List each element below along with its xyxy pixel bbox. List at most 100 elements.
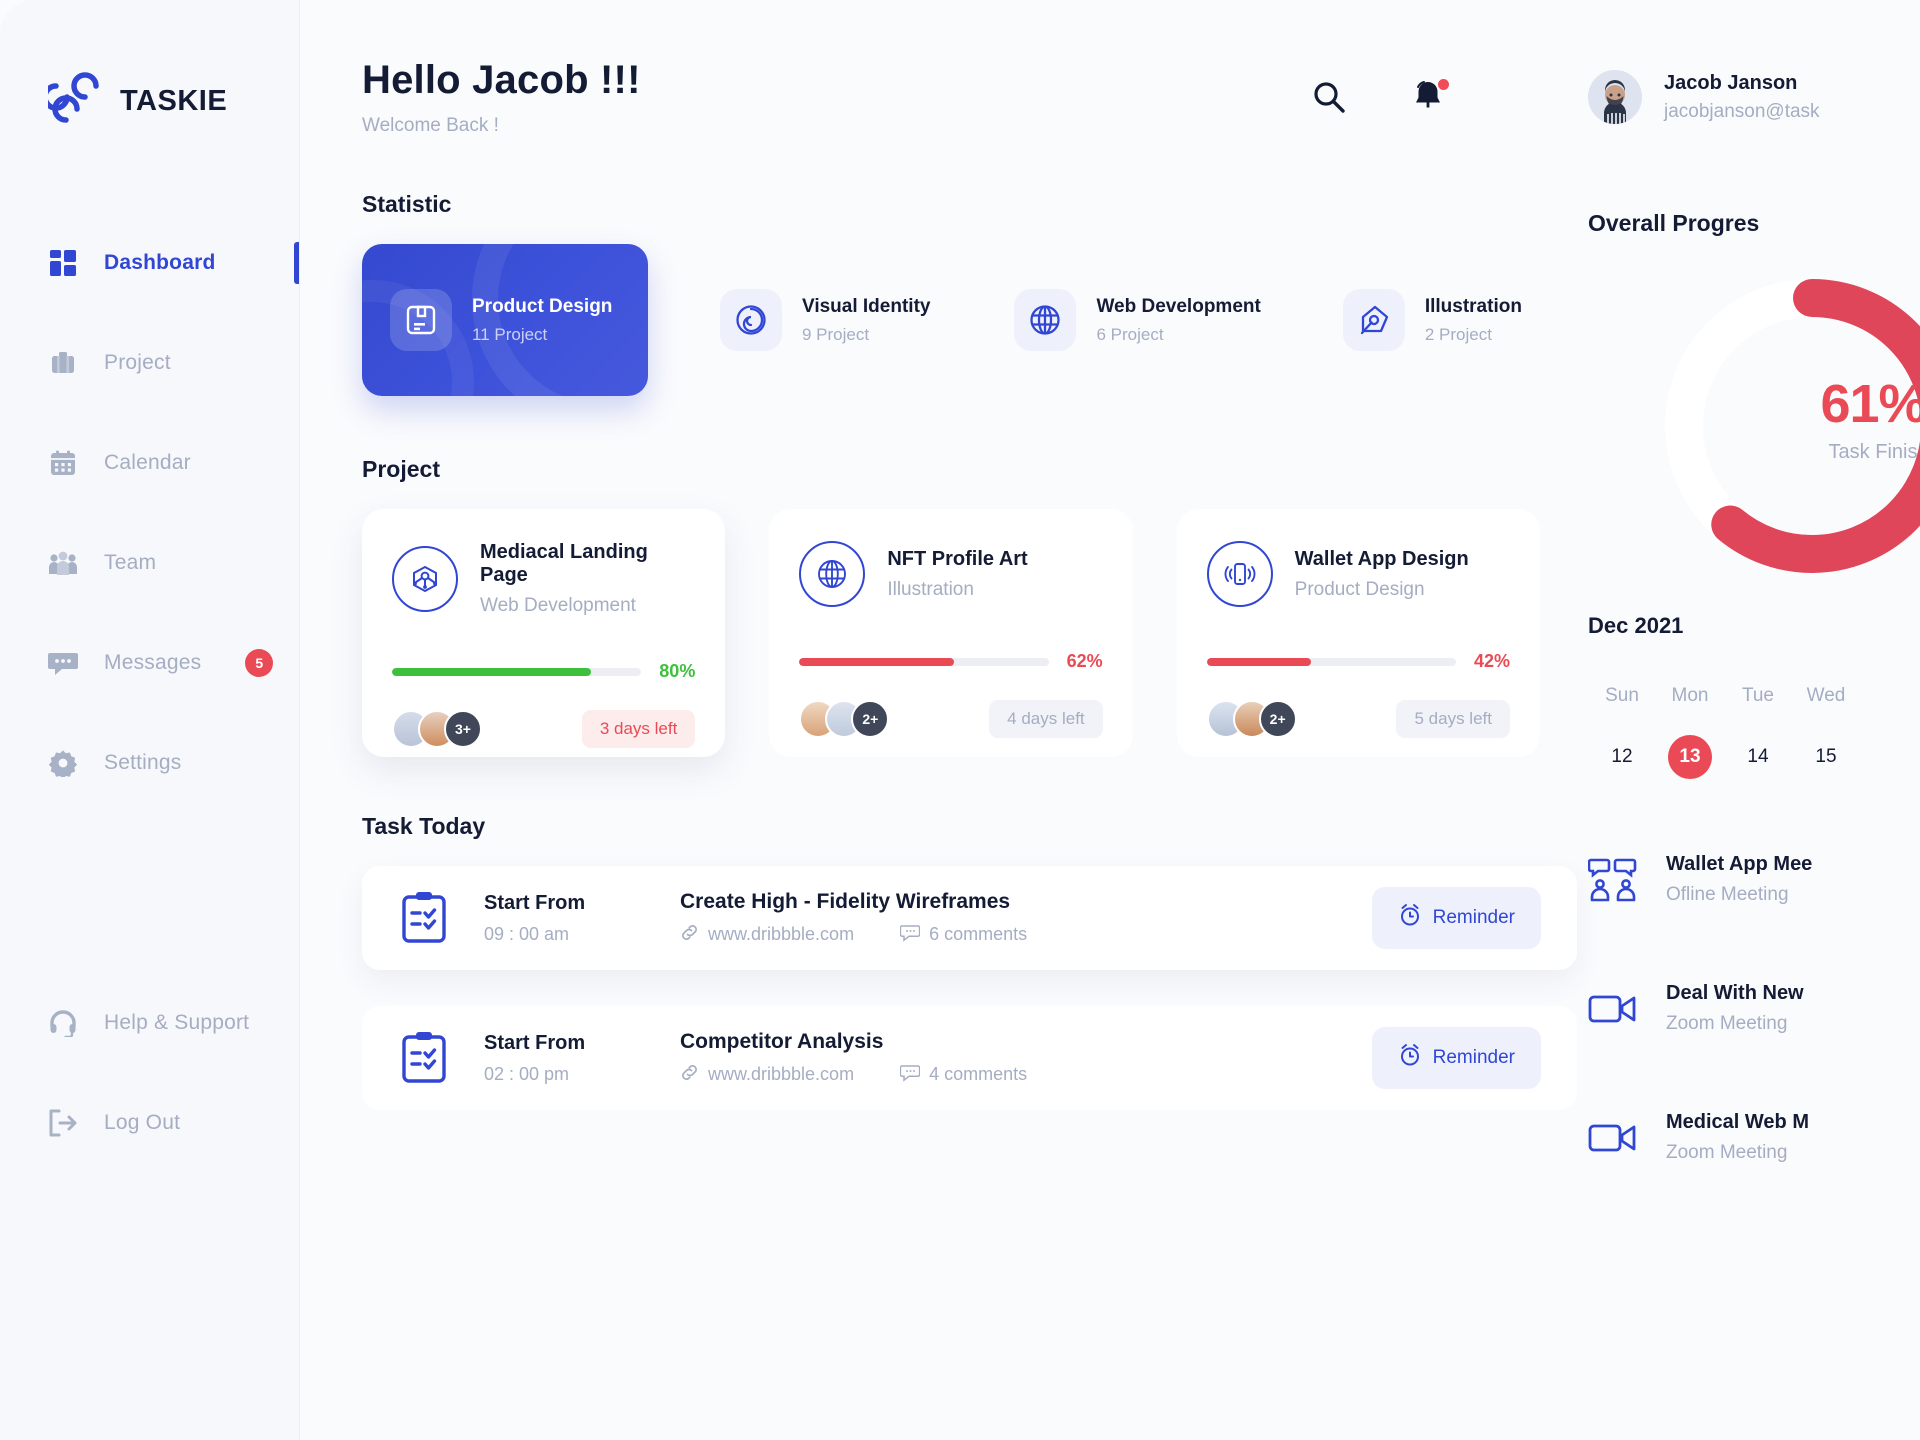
user-profile[interactable]: Jacob Janson jacobjanson@task <box>1588 70 1920 124</box>
greeting-block: Hello Jacob !!! Welcome Back ! <box>362 58 641 137</box>
project-header: NFT Profile Art Illustration <box>799 541 1102 607</box>
user-email: jacobjanson@task <box>1664 100 1820 122</box>
stat-card-web-development[interactable]: Web Development 6 Project <box>1014 289 1261 351</box>
sidebar-item-project[interactable]: Project <box>0 334 299 392</box>
calendar-month: Dec 2021 <box>1588 613 1684 638</box>
calendar-week: Sun 12 Mon 13 Tue 14 Wed 15 <box>1588 685 1920 779</box>
reminder-label: Reminder <box>1432 907 1515 928</box>
task-start-col: Start From 09 : 00 am <box>484 892 680 945</box>
meeting-item[interactable]: Medical Web M Zoom Meeting <box>1588 1111 1920 1164</box>
reminder-label: Reminder <box>1432 1047 1515 1068</box>
task-comments[interactable]: 6 comments <box>899 923 1027 947</box>
progress-row: 42% <box>1206 651 1510 672</box>
calendar-day-cell[interactable]: Sun 12 <box>1588 685 1656 779</box>
sidebar-item-settings[interactable]: Settings <box>0 734 299 792</box>
comment-icon <box>899 923 921 947</box>
bell-icon[interactable] <box>1412 79 1449 116</box>
calendar-day-cell[interactable]: Mon 13 <box>1656 685 1724 779</box>
progress-row: 80% <box>392 661 695 682</box>
task-detail-col: Competitor Analysis www.dribbble.com <box>680 1030 1372 1087</box>
task-comments[interactable]: 4 comments <box>899 1063 1027 1087</box>
active-indicator <box>294 242 299 284</box>
sidebar-item-label: Help & Support <box>104 1011 250 1034</box>
calendar-dow: Sun <box>1605 685 1639 706</box>
task-link[interactable]: www.dribbble.com <box>680 1063 854 1087</box>
stat-text: Web Development 6 Project <box>1096 296 1260 345</box>
sidebar-item-messages[interactable]: Messages 5 <box>0 634 299 692</box>
avatar-more: 2+ <box>1258 700 1297 738</box>
sidebar-item-team[interactable]: Team <box>0 534 299 592</box>
logo[interactable]: TASKIE <box>0 0 299 130</box>
project-card[interactable]: Wallet App Design Product Design 42% 2+ <box>1176 509 1540 757</box>
stat-card-visual-identity[interactable]: Visual Identity 9 Project <box>720 289 930 351</box>
clipboard-check-icon <box>400 1031 448 1085</box>
search-icon[interactable] <box>1312 80 1346 116</box>
task-title: Competitor Analysis <box>680 1029 884 1053</box>
project-category: Web Development <box>480 595 636 616</box>
right-panel: Jacob Janson jacobjanson@task Overall Pr… <box>1540 0 1920 1440</box>
reminder-button[interactable]: Reminder <box>1371 1027 1541 1089</box>
meeting-name: Medical Web M <box>1666 1111 1809 1133</box>
meeting-text: Wallet App Mee Ofline Meeting <box>1666 853 1812 906</box>
progress-track <box>1206 657 1456 666</box>
avatar-group[interactable]: 2+ <box>799 700 890 738</box>
project-card[interactable]: Mediacal Landing Page Web Development 80… <box>362 509 726 757</box>
project-header: Mediacal Landing Page Web Development <box>392 541 695 617</box>
sidebar-item-label: Team <box>104 551 157 574</box>
progress-percent: 62% <box>1066 651 1103 671</box>
task-title: Create High - Fidelity Wireframes <box>680 889 1011 913</box>
meeting-type: Zoom Meeting <box>1666 1142 1788 1163</box>
avatar-group[interactable]: 2+ <box>1206 700 1297 738</box>
progress-fill <box>1206 657 1312 666</box>
calendar-dow: Mon <box>1671 685 1709 706</box>
project-footer: 3+ 3 days left <box>392 710 696 748</box>
notification-dot <box>1438 79 1449 90</box>
sidebar-item-calendar[interactable]: Calendar <box>0 434 299 492</box>
avatar-group[interactable]: 3+ <box>392 710 482 748</box>
stat-name: Web Development <box>1096 295 1261 317</box>
topbar: Hello Jacob !!! Welcome Back ! <box>362 58 1540 137</box>
meeting-item[interactable]: Wallet App Mee Ofline Meeting <box>1588 853 1920 906</box>
progress-percent: 42% <box>1473 651 1510 671</box>
calendar-dow: Wed <box>1806 685 1846 706</box>
messages-badge: 5 <box>245 649 274 677</box>
headset-icon <box>48 1008 78 1038</box>
project-category: Illustration <box>887 578 974 600</box>
progress-track <box>392 667 642 676</box>
meeting-text: Deal With New Zoom Meeting <box>1666 982 1804 1035</box>
project-name: Mediacal Landing Page <box>480 541 648 586</box>
sidebar: TASKIE Dashboard <box>0 0 300 1440</box>
pen-nib-icon <box>1342 289 1405 351</box>
stat-count: 11 Project <box>472 324 548 344</box>
progress-row: 62% <box>799 651 1103 672</box>
stat-text: Illustration 2 Project <box>1425 296 1522 345</box>
task-row[interactable]: Start From 02 : 00 pm Competitor Analysi… <box>362 1006 1577 1110</box>
project-row: Mediacal Landing Page Web Development 80… <box>362 509 1540 757</box>
reminder-button[interactable]: Reminder <box>1371 887 1541 949</box>
video-camera-icon <box>1588 1117 1638 1159</box>
calendar-day-cell[interactable]: Wed 15 <box>1792 685 1860 779</box>
calendar-day-cell[interactable]: Tue 14 <box>1724 685 1792 779</box>
task-meta: www.dribbble.com 6 comments <box>680 923 1372 947</box>
meeting-list: Wallet App Mee Ofline Meeting Deal With … <box>1588 853 1920 1164</box>
team-icon <box>48 548 78 578</box>
task-start-col: Start From 02 : 00 pm <box>484 1032 680 1085</box>
stat-card-illustration[interactable]: Illustration 2 Project <box>1342 289 1522 351</box>
task-link[interactable]: www.dribbble.com <box>680 923 854 947</box>
calendar-icon <box>48 448 78 478</box>
stat-card-product-design[interactable]: Product Design 11 Project <box>362 244 648 396</box>
link-icon <box>680 1063 699 1087</box>
days-left-badge: 5 days left <box>1396 700 1510 738</box>
project-card[interactable]: NFT Profile Art Illustration 62% 2+ <box>769 509 1133 757</box>
sidebar-item-logout[interactable]: Log Out <box>0 1094 299 1152</box>
sidebar-item-help-support[interactable]: Help & Support <box>0 994 299 1052</box>
sidebar-item-dashboard[interactable]: Dashboard <box>0 234 299 292</box>
stat-count: 2 Project <box>1424 324 1492 344</box>
calendar-dow: Tue <box>1741 685 1775 706</box>
project-footer: 2+ 5 days left <box>1206 700 1510 738</box>
project-section-title: Project <box>362 456 440 482</box>
task-row[interactable]: Start From 09 : 00 am Create High - Fide… <box>362 866 1577 970</box>
meeting-item[interactable]: Deal With New Zoom Meeting <box>1588 982 1920 1035</box>
calendar-date: 12 <box>1611 746 1633 767</box>
